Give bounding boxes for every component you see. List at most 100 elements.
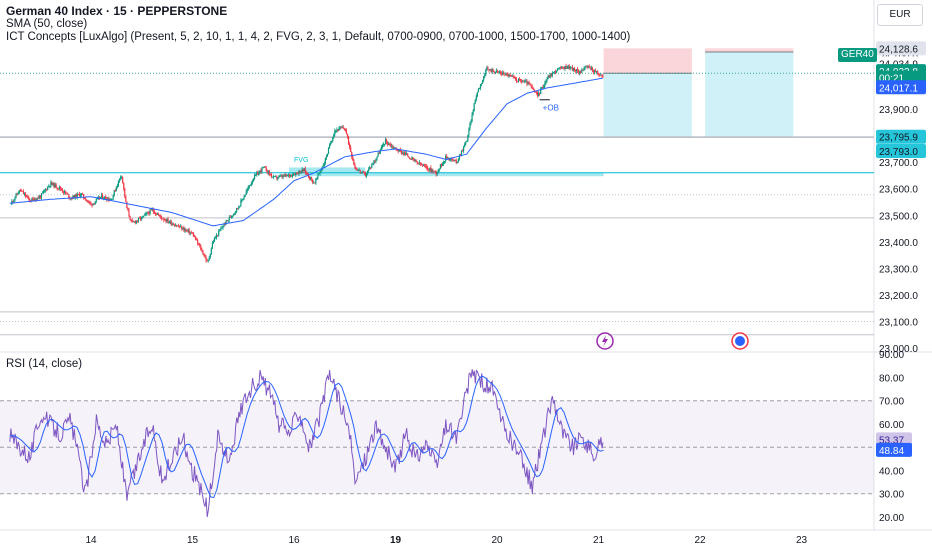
candle-body	[37, 197, 39, 199]
candle-body	[16, 193, 18, 195]
candle-body	[281, 175, 283, 178]
candle-body	[574, 70, 577, 72]
candle-body	[229, 217, 231, 218]
candle-body	[445, 156, 447, 161]
candle-body	[261, 167, 263, 172]
price-tick-label: 23,300.0	[879, 264, 918, 275]
candle-body	[243, 196, 245, 200]
candle-body	[145, 213, 147, 215]
rsi-ma-line	[9, 375, 604, 499]
symbol-title[interactable]: German 40 Index · 15 · PEPPERSTONE	[6, 4, 228, 18]
candle-body	[39, 196, 41, 199]
candle-body	[250, 182, 253, 185]
time-axis[interactable]: 14 15 16 19 20 21 22 23	[85, 535, 807, 546]
candle-body	[117, 180, 120, 186]
candle-body	[384, 139, 387, 145]
sma-legend[interactable]: SMA (50, close)	[6, 18, 88, 30]
candle-body	[18, 190, 20, 194]
candle-body	[112, 195, 114, 200]
candle-body	[378, 152, 380, 154]
candle-body	[383, 144, 386, 146]
candle-body	[26, 196, 28, 198]
candle-body	[153, 211, 155, 214]
candle-body	[589, 67, 591, 69]
candle-body	[218, 230, 220, 236]
candle-body	[357, 170, 359, 171]
candle-body	[24, 193, 27, 197]
candle-body	[547, 75, 549, 80]
candle-body	[518, 78, 521, 80]
candle-body	[93, 203, 95, 205]
candle-body	[584, 66, 586, 69]
candle-body	[40, 193, 42, 199]
time-tick-label: 21	[593, 535, 605, 546]
candle-body	[488, 69, 490, 71]
price-label-text: 23,793.0	[879, 147, 918, 158]
candle-body	[593, 70, 596, 73]
candle-body	[377, 152, 379, 157]
candle-body	[509, 74, 511, 76]
candle-body	[451, 158, 453, 160]
candle-body	[263, 166, 265, 168]
candle-body	[333, 134, 335, 138]
currency-button[interactable]: EUR	[877, 4, 923, 26]
candle-body	[553, 71, 556, 73]
candle-body	[216, 234, 218, 238]
candle-body	[342, 127, 344, 129]
candle-body	[171, 223, 173, 225]
candle-body	[582, 69, 584, 71]
candle-body	[43, 190, 46, 192]
candle-body	[64, 191, 66, 193]
candle-body	[226, 220, 228, 222]
candle-body	[309, 177, 312, 179]
price-axis[interactable]: 23,000.0 23,100.0 23,200.0 23,300.0 23,400.0…	[876, 41, 926, 524]
candle-body	[452, 159, 454, 161]
candle-body	[425, 165, 427, 167]
candle-body	[124, 188, 126, 197]
candle-body	[295, 172, 297, 176]
candle-body	[395, 147, 397, 150]
candle-body	[540, 88, 542, 94]
candle-body	[371, 164, 373, 168]
candle-body	[239, 205, 241, 207]
candle-body	[418, 162, 420, 164]
candle-body	[266, 171, 268, 174]
ict-legend[interactable]: ICT Concepts [LuxAlgo] (Present, 5, 2, 1…	[6, 31, 631, 43]
candle-body	[543, 85, 545, 88]
candle-body	[242, 199, 244, 200]
price-tick-label: 23,000.0	[879, 344, 918, 355]
candle-body	[72, 195, 74, 199]
candle-body	[271, 176, 274, 178]
candle-body	[162, 218, 164, 220]
candle-body	[426, 166, 428, 168]
candle-body	[353, 160, 355, 165]
candle-body	[255, 174, 257, 176]
candle-body	[326, 153, 329, 157]
candle-body	[172, 223, 174, 225]
candle-body	[531, 86, 533, 88]
candle-body	[585, 66, 587, 68]
candle-body	[262, 167, 264, 168]
candle-body	[80, 193, 83, 196]
candle-body	[292, 175, 294, 177]
fvg-zone-1	[288, 167, 366, 173]
price-tick-label: 23,500.0	[879, 211, 918, 222]
candle-body	[590, 67, 592, 69]
candle-body	[318, 173, 320, 175]
candle-body	[517, 78, 520, 82]
candle-body	[302, 169, 304, 172]
candle-body	[284, 174, 286, 177]
rsi-legend[interactable]: RSI (14, close)	[6, 358, 83, 370]
candle-body	[476, 92, 478, 97]
candle-body	[587, 66, 589, 67]
candle-body	[228, 217, 230, 220]
candle-body	[502, 72, 504, 74]
candle-body	[175, 225, 178, 227]
rsi-line	[9, 369, 604, 518]
candle-body	[401, 152, 404, 154]
candle-body	[497, 71, 500, 73]
candle-body	[485, 69, 487, 75]
candle-body	[289, 174, 292, 177]
candle-body	[168, 222, 170, 223]
